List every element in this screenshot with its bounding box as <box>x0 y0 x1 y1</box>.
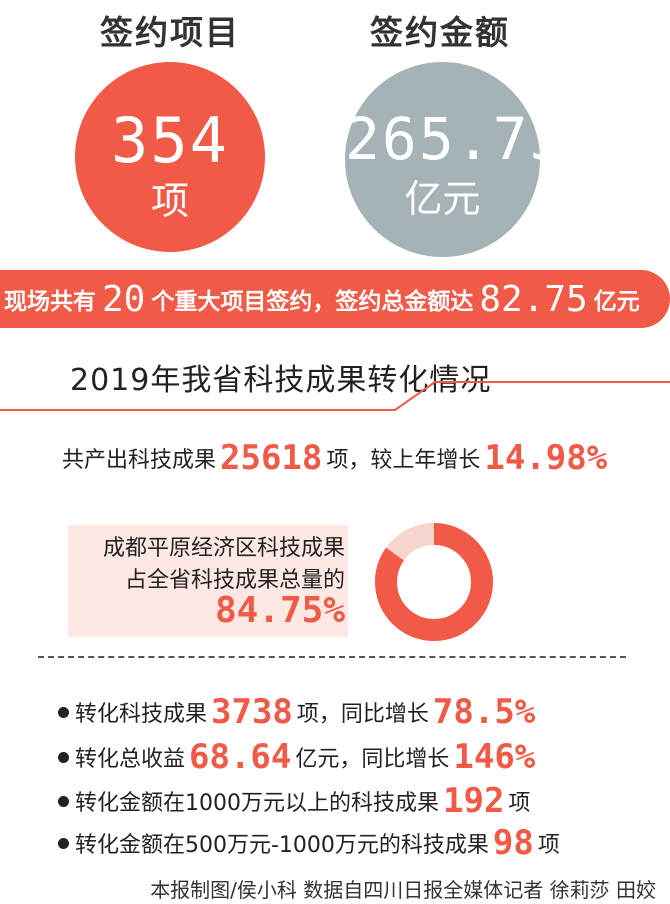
bullet-dot <box>58 751 69 763</box>
summary-line: 共产出科技成果 25618 项，较上年增长 14.98% <box>62 438 607 478</box>
projects-circle: 354 项 <box>75 62 265 252</box>
share-value: 84.75% <box>214 590 345 631</box>
donut-arc <box>375 523 493 641</box>
bullet-text: 转化金额在1000万元以上的科技成果 <box>75 791 439 816</box>
title-bracket-line <box>0 381 670 411</box>
bullet-number: 98 <box>492 823 534 863</box>
share-donut <box>375 523 493 641</box>
projects-value: 354 <box>111 104 229 177</box>
bullet-dot <box>58 706 69 718</box>
amount-unit: 亿元 <box>404 177 481 221</box>
share-line2: 占全省科技成果总量的 <box>124 568 345 593</box>
summary-growth: 14.98% <box>484 438 608 478</box>
amount-label: 签约金额 <box>370 13 510 52</box>
bullet-item-2: 转化总收益 68.64 亿元，同比增长 146% <box>58 737 539 777</box>
bullet-number: 192 <box>443 781 505 821</box>
bullet-number: 78.5% <box>432 692 536 732</box>
bullet-text: 转化总收益 <box>75 747 186 772</box>
bullet-item-3: 转化金额在1000万元以上的科技成果 192 项 <box>58 781 530 821</box>
bullet-text: 转化科技成果 <box>75 702 208 727</box>
bullet-text: 转化金额在500万元-1000万元的科技成果 <box>75 833 489 858</box>
share-box <box>68 525 348 637</box>
bullet-text: 项 <box>508 791 531 816</box>
summary-count: 25618 <box>220 438 323 478</box>
banner-suffix: 亿元 <box>593 289 640 315</box>
bullet-dot <box>58 837 69 849</box>
credit-footer: 本报制图/侯小科 数据自四川日报全媒体记者 徐莉莎 田姣 <box>150 878 656 902</box>
projects-label: 签约项目 <box>100 13 240 52</box>
signing-banner: 现场共有 20 个重大项目签约，签约总金额达 82.75 亿元 <box>0 270 670 328</box>
banner-prefix: 现场共有 <box>4 289 96 315</box>
bullet-text: 亿元，同比增长 <box>295 747 450 772</box>
bullet-dot <box>58 795 69 807</box>
banner-middle: 个重大项目签约，签约总金额达 <box>151 289 474 315</box>
projects-unit: 项 <box>150 179 189 223</box>
summary-prefix: 共产出科技成果 <box>62 448 217 473</box>
bullet-number: 3738 <box>211 692 293 732</box>
bullet-item-1: 转化科技成果 3738 项，同比增长 78.5% <box>58 692 539 732</box>
bullet-number: 68.64 <box>189 737 292 777</box>
banner-count: 20 <box>102 278 146 320</box>
bullet-text: 项，同比增长 <box>296 702 429 727</box>
bullet-number: 146% <box>453 737 536 777</box>
amount-value: 265.73 <box>345 105 567 173</box>
dashed-divider <box>38 656 626 658</box>
bullet-item-4: 转化金额在500万元-1000万元的科技成果 98 项 <box>58 823 560 863</box>
banner-total: 82.75 <box>479 278 588 320</box>
bullet-text: 项 <box>537 833 560 858</box>
amount-circle: 265.73 亿元 <box>345 62 567 257</box>
summary-middle: 项，较上年增长 <box>326 448 481 473</box>
share-line1: 成都平原经济区科技成果 <box>102 536 345 561</box>
